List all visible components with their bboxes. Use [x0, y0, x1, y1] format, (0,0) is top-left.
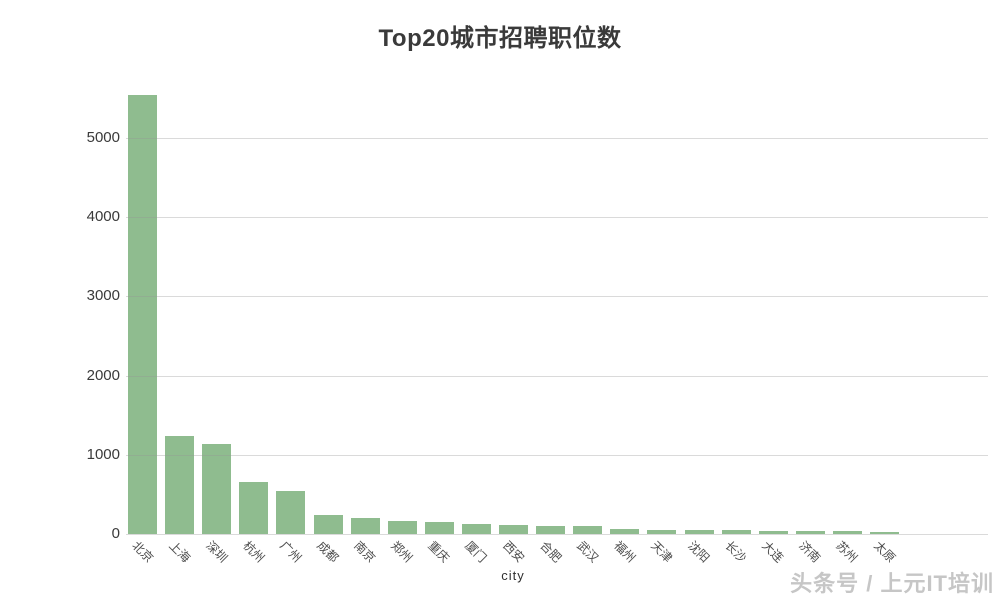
bar-成都 — [313, 514, 343, 534]
chart-title: Top20城市招聘职位数 — [378, 25, 622, 52]
bar-郑州 — [387, 520, 417, 534]
xtick-label-太原: 太原 — [870, 538, 898, 566]
bar-广州 — [276, 491, 306, 534]
gridline-5000 — [126, 138, 988, 139]
ytick-label-3000: 3000 — [86, 287, 120, 305]
xtick-label-合肥: 合肥 — [536, 538, 564, 566]
bar-济南 — [795, 530, 825, 534]
xtick-label-广州: 广州 — [277, 538, 304, 566]
gridline-0 — [126, 534, 988, 535]
ytick-label-4000: 4000 — [86, 208, 120, 226]
gridline-3000 — [126, 296, 988, 298]
xtick-label-郑州: 郑州 — [388, 538, 416, 566]
xtick-label-天津: 天津 — [648, 538, 675, 566]
xtick-label-大连: 大连 — [759, 538, 787, 566]
xtick-label-西安: 西安 — [499, 538, 527, 566]
bar-南京 — [350, 517, 380, 534]
x-axis-title: city — [501, 568, 525, 583]
ytick-label-5000: 5000 — [86, 129, 120, 146]
xtick-label-武汉: 武汉 — [573, 538, 601, 566]
bar-长沙 — [721, 530, 751, 534]
bar-武汉 — [573, 526, 603, 534]
gridline-2000 — [126, 375, 988, 377]
ytick-label-0: 0 — [111, 525, 120, 542]
xtick-label-成都: 成都 — [314, 538, 342, 566]
xtick-label-杭州: 杭州 — [240, 538, 267, 566]
bar-合肥 — [536, 526, 566, 534]
bar-厦门 — [461, 523, 491, 534]
xtick-label-重庆: 重庆 — [425, 538, 453, 566]
bar-天津 — [647, 529, 677, 534]
bar-北京 — [128, 95, 157, 534]
xtick-label-福州: 福州 — [611, 538, 638, 566]
bar-苏州 — [832, 530, 862, 534]
xtick-label-北京: 北京 — [128, 538, 156, 566]
xtick-label-上海: 上海 — [165, 538, 193, 566]
gridline-1000 — [126, 454, 988, 456]
bar-上海 — [165, 436, 195, 534]
bar-西安 — [499, 524, 528, 534]
watermark: 头条号 / 上元IT培训 — [790, 571, 994, 596]
ytick-label-1000: 1000 — [86, 445, 120, 463]
xtick-label-济南: 济南 — [796, 538, 824, 566]
bar-沈阳 — [684, 529, 714, 534]
gridline-4000 — [126, 217, 988, 219]
bar-深圳 — [202, 443, 232, 534]
ytick-label-2000: 2000 — [86, 366, 120, 384]
xtick-label-厦门: 厦门 — [462, 538, 490, 566]
bar-重庆 — [424, 522, 454, 534]
xtick-label-苏州: 苏州 — [833, 538, 861, 566]
xtick-label-长沙: 长沙 — [722, 538, 750, 566]
xtick-label-沈阳: 沈阳 — [685, 538, 713, 566]
bar-福州 — [610, 529, 640, 534]
bar-大连 — [758, 530, 788, 534]
xtick-label-深圳: 深圳 — [202, 538, 230, 566]
bar-太原 — [870, 531, 899, 534]
xtick-label-南京: 南京 — [351, 538, 379, 566]
bar-杭州 — [239, 482, 269, 534]
